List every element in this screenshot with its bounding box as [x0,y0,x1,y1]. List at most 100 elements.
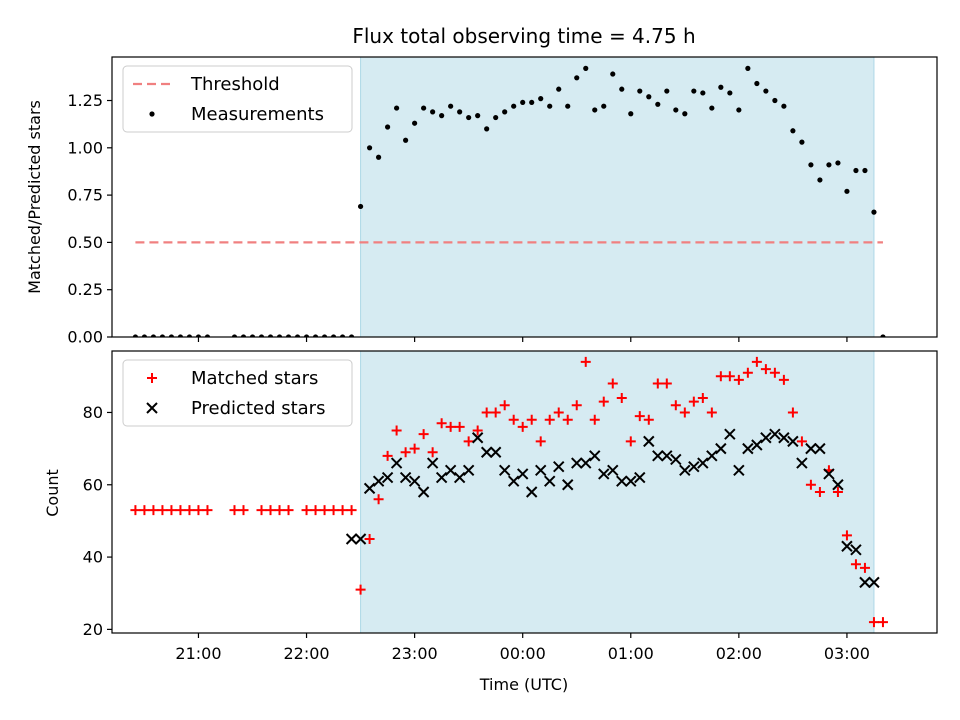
matched-star-point [157,505,168,516]
top-y-tick-label: 0.50 [67,233,103,252]
matched-star-point [751,356,762,367]
predicted-star-point [670,453,682,466]
matched-star-point [553,407,564,418]
predicted-star-point [553,460,565,473]
measurement-point [484,126,490,132]
predicted-star-point [363,482,376,495]
matched-star-point [796,436,807,447]
predicted-star-point [634,471,646,484]
predicted-star-point [760,432,772,444]
predicted-star-point [778,432,790,444]
x-tick-label: 01:00 [608,644,654,663]
predicted-star-point [507,475,520,487]
top-legend: Threshold Measurements [122,65,353,133]
measurement-point [790,128,796,134]
predicted-star-point [426,457,439,469]
measurement-point [529,99,535,106]
measurement-point [502,109,508,115]
legend-label: Predicted stars [191,398,325,419]
predicted-star-point [751,439,763,451]
matched-star-point [499,400,510,411]
matched-star-point [805,479,816,490]
matched-star-point [301,505,312,516]
measurement-point [700,90,706,96]
measurement-point [772,97,778,104]
predicted-star-point [571,457,583,469]
measurement-point [366,145,373,151]
measurement-point [691,88,697,94]
bottom-panel: 20 40 60 80 21:00 22:00 23:00 00:00 01:00 02:00 03… [83,350,938,663]
matched-star-point [742,367,753,378]
predicted-star-point [769,428,781,440]
x-tick-label: 02:00 [716,644,762,663]
matched-star-point [859,562,870,573]
measurement-point [159,334,166,337]
predicted-star-point [706,450,718,462]
matched-star-point [607,378,618,389]
measurement-point [547,103,553,109]
measurement-point [475,113,481,119]
predicted-star-point [525,486,538,498]
legend-matched-swatch [147,373,157,383]
top-observing-window [360,56,875,338]
matched-star-point [436,418,447,429]
measurement-point [754,80,760,87]
matched-star-point [652,378,663,389]
measurement-point [312,334,319,337]
measurement-point [276,334,283,337]
measurement-point [655,101,661,107]
measurement-point [457,109,463,115]
predicted-star-point [724,428,736,440]
bottom-y-tick-label: 40 [83,548,103,567]
top-y-tick-label: 1.25 [67,91,103,110]
top-y-tick-label: 0.75 [67,186,103,205]
matched-star-point [373,494,384,505]
x-tick-label: 21:00 [175,644,221,663]
measurement-point [709,105,715,111]
measurement-point [664,88,670,94]
top-axes-frame [111,56,938,338]
measurement-point [646,94,652,100]
matched-star-point [175,505,186,516]
predicted-star-point [381,471,394,484]
matched-star-point [274,505,285,516]
predicted-star-point [417,486,430,498]
measurement-point [853,167,859,174]
measurement-point [267,334,274,337]
predicted-star-point [516,468,529,480]
measurement-point [150,334,157,337]
measurement-point [619,86,625,92]
measurement-point [421,105,427,111]
matched-star-point [148,505,159,516]
predicted-star-point [625,475,637,487]
matched-star-point [706,407,717,418]
matched-star-point [517,421,528,432]
predicted-star-point [661,450,673,462]
matched-star-point [463,436,474,447]
matched-star-point [130,505,141,516]
measurements-series [132,65,886,337]
matched-star-point [238,505,249,516]
matched-star-point [715,371,726,382]
matched-star-point [625,436,636,447]
top-y-tick-label: 0.25 [67,280,103,299]
measurement-point [493,114,499,121]
measurement-point [718,84,724,90]
matched-star-point [283,505,294,516]
matched-star-point [661,378,672,389]
top-panel: 0.00 0.25 0.50 0.75 1.00 1.25 Threshold Measure… [67,56,938,347]
predicted-star-point [868,576,880,589]
measurement-point [231,334,238,337]
predicted-star-point [444,464,457,477]
predicted-star-point [643,435,655,448]
legend-measurements-swatch [149,111,155,117]
measurement-point [132,334,139,337]
matched-star-point [454,421,465,432]
measurement-point [403,137,409,143]
measurement-point [412,120,418,126]
measurement-point [385,124,391,130]
measurement-point [601,103,607,109]
measurement-point [799,139,805,145]
bottom-axes-frame [111,350,938,634]
matched-star-point [427,447,438,458]
